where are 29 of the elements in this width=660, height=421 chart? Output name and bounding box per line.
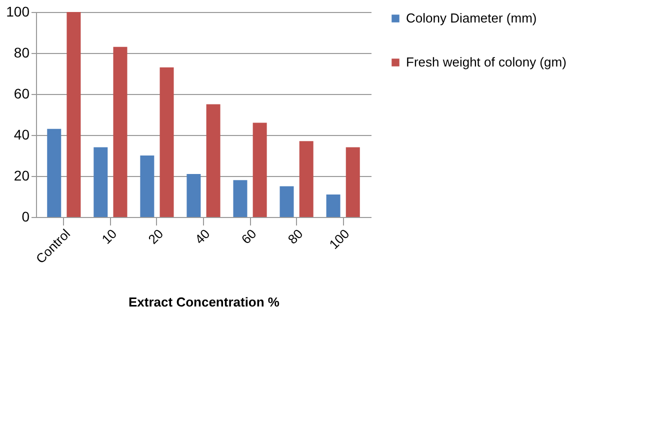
y-tick-label: 40 xyxy=(14,126,30,142)
y-tick-label: 100 xyxy=(6,4,30,20)
legend-label: Fresh weight of colony (gm) xyxy=(406,54,566,70)
bar xyxy=(113,46,128,217)
bar xyxy=(140,156,154,217)
bar xyxy=(160,67,174,217)
x-tick-label: 40 xyxy=(192,226,213,247)
x-tick-label: 80 xyxy=(284,226,306,247)
bar xyxy=(346,147,360,217)
y-tick-label: 20 xyxy=(14,168,30,184)
x-tick-label: 10 xyxy=(98,226,120,247)
bar xyxy=(94,147,108,217)
y-tick-label: 80 xyxy=(14,44,30,60)
x-axis-title: Extract Concentration % xyxy=(128,294,280,310)
x-tick-label: 60 xyxy=(238,226,260,247)
bar xyxy=(326,194,340,217)
y-tick-label: 0 xyxy=(22,208,30,224)
y-tick-label: 60 xyxy=(14,86,30,102)
bar xyxy=(66,12,81,217)
bar xyxy=(47,128,62,217)
bar xyxy=(280,186,294,217)
bar xyxy=(252,122,267,217)
bar xyxy=(233,180,248,217)
bar xyxy=(186,174,201,217)
x-tick-label: 100 xyxy=(326,226,352,252)
bar xyxy=(206,104,220,217)
x-tick-label: 20 xyxy=(145,226,166,247)
legend-label: Colony Diameter (mm) xyxy=(406,10,537,26)
bar xyxy=(299,141,314,217)
